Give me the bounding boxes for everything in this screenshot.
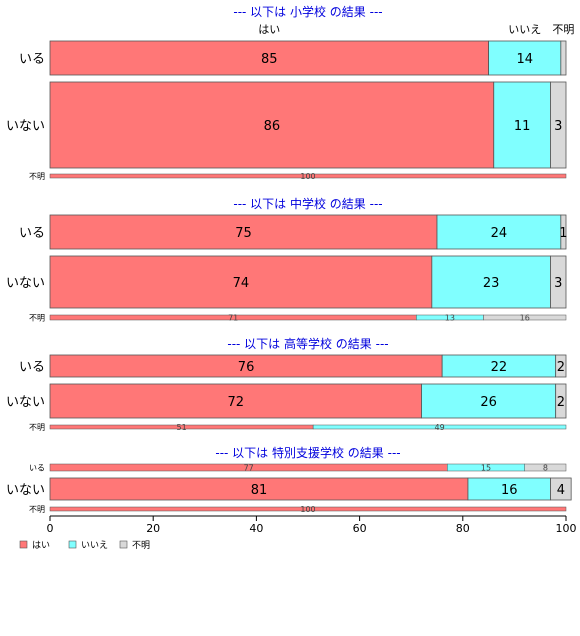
data-label: 3: [554, 119, 562, 134]
data-label: 16: [520, 314, 530, 323]
panel-title-0: --- 以下は 小学校 の結果 ---: [233, 4, 382, 19]
data-label: 4: [557, 483, 565, 498]
bar-segment: [493, 81, 551, 169]
data-label: 71: [228, 314, 238, 323]
top-label-0: はい: [258, 23, 280, 36]
legend-label: いいえ: [81, 540, 108, 551]
data-label: 23: [483, 276, 500, 291]
row-label: いる: [29, 464, 45, 473]
legend-label: 不明: [132, 540, 150, 551]
legend-swatch: [19, 540, 28, 549]
data-label: 100: [300, 505, 315, 514]
x-tick-label: 20: [146, 522, 160, 535]
row-label: いる: [19, 226, 45, 241]
bar-segment: [431, 255, 551, 309]
data-label: 75: [235, 226, 252, 241]
bar-segment: [49, 173, 567, 179]
legend-swatch: [119, 540, 128, 549]
x-tick-label: 0: [47, 522, 54, 535]
row-label: いる: [19, 360, 45, 375]
bar-segment: [550, 81, 567, 169]
data-label: 2: [557, 360, 565, 375]
bar-segment: [550, 477, 572, 501]
row-label: いない: [6, 119, 45, 134]
legend-swatch: [68, 540, 77, 549]
row-label: 不明: [29, 172, 45, 181]
data-label: 16: [501, 483, 518, 498]
data-label: 81: [251, 483, 268, 498]
bar-segment: [560, 214, 567, 250]
data-label: 77: [244, 464, 254, 473]
bar-segment: [436, 214, 562, 250]
data-label: 24: [491, 226, 508, 241]
bar-segment: [555, 383, 567, 419]
x-tick-label: 100: [556, 522, 577, 535]
bar-segment: [483, 314, 567, 321]
row-label: いない: [6, 483, 45, 498]
data-label: 11: [514, 119, 531, 134]
bar-segment: [555, 354, 567, 378]
data-label: 22: [491, 360, 508, 375]
row-label: 不明: [29, 314, 45, 323]
data-label: 14: [516, 52, 533, 67]
data-label: 51: [176, 423, 186, 432]
bar-segment: [524, 463, 567, 472]
bar-segment: [312, 424, 567, 430]
bar-segment: [560, 40, 567, 76]
panel-title-1: --- 以下は 中学校 の結果 ---: [233, 196, 382, 211]
x-tick-label: 40: [249, 522, 263, 535]
data-label: 1: [559, 226, 567, 241]
panel-title-2: --- 以下は 高等学校 の結果 ---: [227, 336, 388, 351]
bar-segment: [49, 214, 438, 250]
bar-segment: [550, 255, 567, 309]
row-label: 不明: [29, 423, 45, 432]
x-tick-label: 80: [456, 522, 470, 535]
data-label: 26: [480, 395, 497, 410]
data-label: 100: [300, 172, 315, 181]
data-label: 72: [227, 395, 244, 410]
data-label: 86: [264, 119, 281, 134]
panel-title-3: --- 以下は 特別支援学校 の結果 ---: [215, 445, 400, 460]
bar-segment: [49, 81, 495, 169]
data-label: 85: [261, 52, 278, 67]
data-label: 8: [543, 464, 548, 473]
row-label: いない: [6, 395, 45, 410]
bar-segment: [488, 40, 562, 76]
data-label: 74: [233, 276, 250, 291]
data-label: 76: [238, 360, 255, 375]
x-tick-label: 60: [353, 522, 367, 535]
top-label-2: 不明: [552, 23, 574, 36]
row-label: いない: [6, 276, 45, 291]
data-label: 3: [554, 276, 562, 291]
data-label: 13: [445, 314, 455, 323]
data-label: 2: [557, 395, 565, 410]
bar-segment: [421, 383, 557, 419]
bar-segment: [49, 255, 433, 309]
data-label: 49: [434, 423, 444, 432]
bar-segment: [49, 506, 567, 512]
data-label: 15: [481, 464, 491, 473]
top-label-1: いいえ: [508, 23, 541, 36]
bar-segment: [49, 40, 490, 76]
row-label: いる: [19, 52, 45, 67]
legend-label: はい: [32, 540, 50, 551]
row-label: 不明: [29, 505, 45, 514]
